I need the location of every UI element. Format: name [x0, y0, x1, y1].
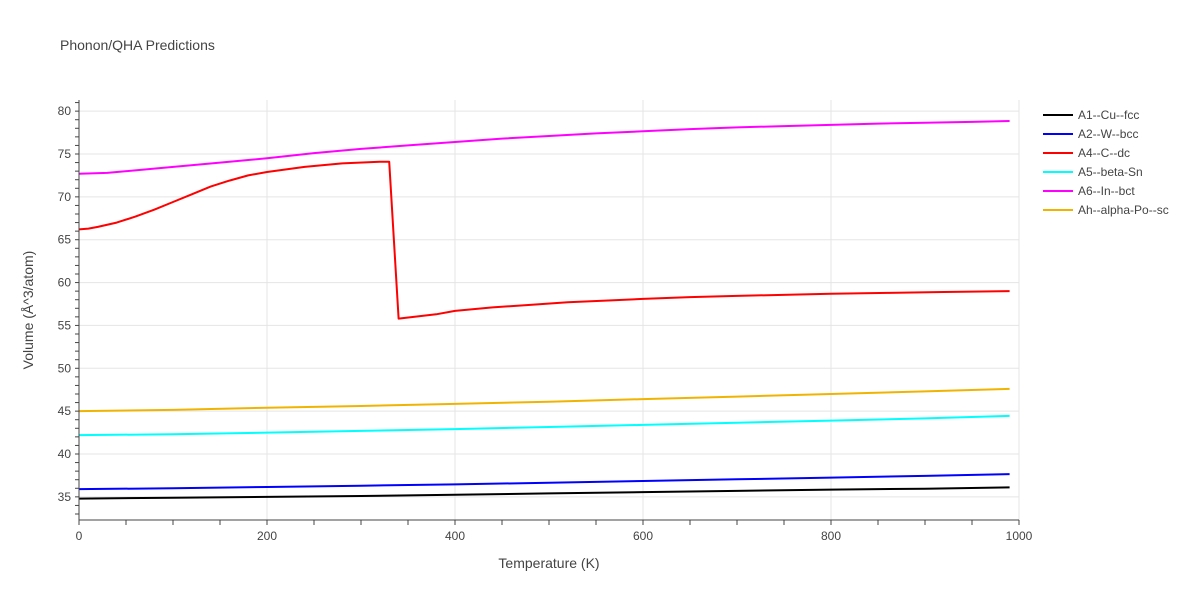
legend[interactable]: A1--Cu--fcc A2--W--bcc A4--C--dc A5--beta-S…	[1043, 108, 1169, 217]
y-tick-label: 55	[58, 318, 72, 332]
tick-labels: 0 200 400 600 800 1000 35 40 45 50 55 60 65 70 75 80	[58, 104, 1033, 543]
legend-label: A4--C--dc	[1078, 146, 1130, 160]
y-tick-label: 50	[58, 361, 72, 375]
x-tick-label: 600	[633, 529, 653, 543]
y-tick-label: 70	[58, 190, 72, 204]
plot-area	[78, 120, 1010, 500]
series-line-2	[78, 473, 1010, 491]
y-tick-label: 45	[58, 404, 72, 418]
x-tick-label: 400	[445, 529, 465, 543]
legend-item[interactable]: A6--In--bct	[1043, 184, 1135, 198]
y-tick-label: 65	[58, 233, 72, 247]
y-tick-label: 75	[58, 147, 72, 161]
x-tick-label: 0	[76, 529, 83, 543]
legend-label: A1--Cu--fcc	[1078, 108, 1139, 122]
series-line-1	[78, 486, 1010, 500]
y-tick-label: 35	[58, 490, 72, 504]
series-line-6	[78, 387, 1010, 413]
legend-item[interactable]: A4--C--dc	[1043, 146, 1130, 160]
chart-title: Phonon/QHA Predictions	[60, 37, 215, 53]
x-axis-label: Temperature (K)	[498, 555, 599, 571]
legend-item[interactable]: Ah--alpha-Po--sc	[1043, 203, 1169, 217]
legend-label: A5--beta-Sn	[1078, 165, 1143, 179]
x-tick-label: 800	[821, 529, 841, 543]
series-line-3	[78, 160, 1010, 320]
legend-label: Ah--alpha-Po--sc	[1078, 203, 1169, 217]
series-line-4	[78, 414, 1010, 437]
legend-item[interactable]: A5--beta-Sn	[1043, 165, 1143, 179]
x-tick-label: 200	[257, 529, 277, 543]
series-line-5	[78, 120, 1010, 175]
y-tick-label: 40	[58, 447, 72, 461]
y-axis-label: Volume (Å^3/atom)	[20, 251, 36, 370]
legend-item[interactable]: A1--Cu--fcc	[1043, 108, 1139, 122]
y-tick-label: 80	[58, 104, 72, 118]
legend-item[interactable]: A2--W--bcc	[1043, 127, 1138, 141]
x-tick-label: 1000	[1006, 529, 1033, 543]
legend-label: A6--In--bct	[1078, 184, 1135, 198]
y-tick-label: 60	[58, 276, 72, 290]
legend-label: A2--W--bcc	[1078, 127, 1138, 141]
axes	[75, 100, 1020, 525]
